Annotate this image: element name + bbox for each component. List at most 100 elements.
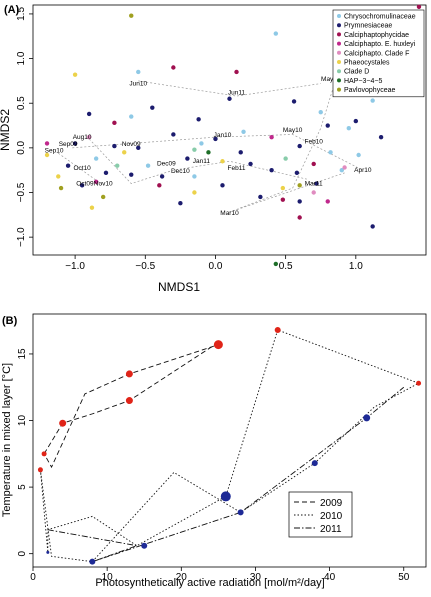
data-point <box>258 194 263 200</box>
data-marker <box>274 326 281 333</box>
x-tick-label: 1.0 <box>349 261 363 272</box>
sample-connection-line <box>229 82 336 213</box>
data-point <box>72 72 78 77</box>
data-point <box>378 134 384 140</box>
data-point <box>416 4 422 9</box>
data-point <box>325 123 330 128</box>
data-point <box>297 143 302 149</box>
data-point <box>171 65 176 70</box>
sample-label: Mar11 <box>305 180 323 187</box>
legend-label: Clade D <box>344 69 369 76</box>
panel-b: (B) 0 10 20 30 40 50 0 5 10 15 Photosyntheticall… <box>1 313 427 589</box>
data-point <box>294 170 300 176</box>
data-point <box>269 167 274 173</box>
panel-b-x-label: Photosynthetically active radiation [mol… <box>95 577 324 589</box>
panel-a: (A) −1.0 −0.5 0.0 0.5 1.0 −1.0 −0.5 0.0 0.5 1.0 1… <box>0 4 427 294</box>
sample-label: Dec10 <box>171 168 190 175</box>
panel-a-label: (A) <box>4 4 20 16</box>
panel-a-x-axis: −1.0 −0.5 0.0 0.5 1.0 <box>65 255 363 272</box>
data-point <box>328 150 333 155</box>
x-tick-label: 40 <box>324 572 336 583</box>
y-tick-label: −0.5 <box>16 182 27 202</box>
data-point <box>112 143 117 149</box>
x-tick-label: 50 <box>398 572 410 583</box>
data-point <box>93 156 99 161</box>
sample-label: Feb10 <box>304 138 323 145</box>
data-point <box>238 150 243 155</box>
legend-label: 2011 <box>320 524 342 535</box>
data-point <box>86 134 92 140</box>
data-point <box>129 114 134 119</box>
data-point <box>234 69 239 75</box>
data-point <box>314 181 319 186</box>
legend-label: 2009 <box>320 498 343 509</box>
data-point <box>206 150 211 155</box>
data-point <box>56 174 61 179</box>
data-point <box>291 99 297 104</box>
data-point <box>159 174 165 179</box>
panel-a-legend: Chrysochromulinaceae Prymnesiaceae Calciph… <box>332 9 425 98</box>
legend-label: Chrysochromulinaceae <box>344 14 416 21</box>
sample-label: May11 <box>321 76 340 83</box>
data-point <box>297 215 302 220</box>
data-point <box>136 69 141 75</box>
data-point <box>65 163 71 168</box>
data-point <box>192 174 197 179</box>
sample-label: Nov09 <box>122 141 141 148</box>
sample-label: Jun11 <box>228 89 246 96</box>
data-marker <box>213 340 223 350</box>
data-point <box>129 13 134 18</box>
x-tick-label: 0.5 <box>279 261 293 272</box>
data-point <box>44 152 50 158</box>
sample-connection-line <box>138 80 321 97</box>
data-point <box>199 141 204 146</box>
legend-box <box>332 9 425 98</box>
legend-label: Phaeocystales <box>344 60 390 67</box>
data-marker <box>59 419 67 427</box>
legend-box <box>288 491 353 538</box>
legend-label: Prymnesiaceae <box>344 23 392 30</box>
data-point <box>346 126 352 131</box>
legend-label: 2010 <box>320 511 343 522</box>
sample-label: Dec09 <box>157 161 176 168</box>
panel-a-frame <box>32 4 427 256</box>
y-tick-label: 15 <box>17 348 28 360</box>
data-point <box>342 165 347 170</box>
data-marker <box>363 414 371 422</box>
data-point <box>269 134 274 140</box>
legend-marker <box>337 50 341 55</box>
x-tick-label: 20 <box>176 572 188 583</box>
series-line <box>39 329 420 563</box>
data-point <box>103 170 109 176</box>
data-point <box>122 150 127 155</box>
data-point <box>178 201 183 206</box>
data-point <box>136 145 141 151</box>
sample-label: Jan10 <box>214 132 232 139</box>
x-tick-label: 0.0 <box>209 261 223 272</box>
sample-connection-line <box>88 138 307 184</box>
data-marker <box>237 509 244 516</box>
data-point <box>273 261 279 267</box>
legend-marker <box>337 23 341 28</box>
panel-a-y-label: NMDS2 <box>0 109 12 151</box>
sample-label: Aug10 <box>73 134 92 141</box>
sample-label: Nov10 <box>94 180 113 187</box>
data-marker <box>125 397 133 405</box>
panel-a-x-label: NMDS1 <box>158 280 200 294</box>
panel-b-plot-area <box>37 326 422 565</box>
legend-marker <box>337 41 341 46</box>
data-marker <box>46 550 50 554</box>
data-point <box>370 224 375 229</box>
sample-label: Oct10 <box>73 165 91 172</box>
legend-label: Calciphapto. Clade F <box>344 50 409 57</box>
y-tick-label: 10 <box>17 415 28 427</box>
y-tick-label: 0.5 <box>16 96 27 110</box>
data-point <box>93 179 99 184</box>
data-point <box>115 163 120 168</box>
data-point <box>241 129 246 134</box>
x-tick-label: −0.5 <box>135 261 155 272</box>
legend-marker <box>337 14 341 18</box>
data-point <box>89 205 95 210</box>
data-point <box>227 96 232 101</box>
